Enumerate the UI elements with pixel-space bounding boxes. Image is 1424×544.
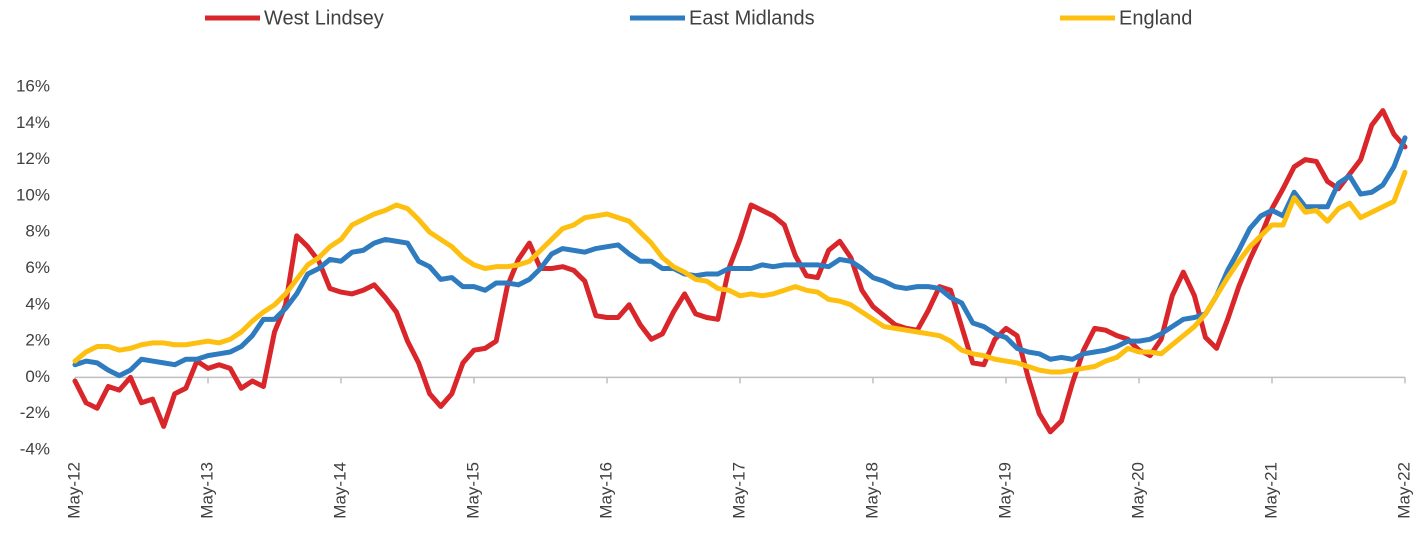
y-tick-label: 4%: [25, 294, 50, 313]
y-tick-label: 2%: [25, 331, 50, 350]
series-line: [72, 169, 1408, 375]
x-tick-label: May-15: [463, 462, 482, 519]
y-tick-label: 10%: [16, 185, 50, 204]
y-tick-label: -4%: [20, 439, 50, 458]
x-tick-label: May-12: [64, 462, 83, 519]
x-tick-label: May-17: [729, 462, 748, 519]
series-line: [72, 135, 1408, 379]
y-tick-label: 8%: [25, 222, 50, 241]
x-tick-label: May-22: [1394, 462, 1413, 519]
x-tick-label: May-19: [995, 462, 1014, 519]
y-tick-label: -2%: [20, 403, 50, 422]
legend-label: England: [1119, 7, 1192, 29]
series-line: [72, 108, 1408, 435]
x-tick-label: May-21: [1261, 462, 1280, 519]
x-tick-label: May-18: [862, 462, 881, 519]
x-tick-label: May-20: [1128, 462, 1147, 519]
y-tick-label: 14%: [16, 113, 50, 132]
y-tick-label: 16%: [16, 76, 50, 95]
x-tick-label: May-13: [197, 462, 216, 519]
y-tick-label: 0%: [25, 367, 50, 386]
legend-label: West Lindsey: [264, 7, 384, 29]
x-tick-label: May-16: [596, 462, 615, 519]
y-tick-label: 6%: [25, 258, 50, 277]
y-tick-label: 12%: [16, 149, 50, 168]
x-tick-label: May-14: [330, 462, 349, 519]
legend-label: East Midlands: [689, 7, 815, 29]
